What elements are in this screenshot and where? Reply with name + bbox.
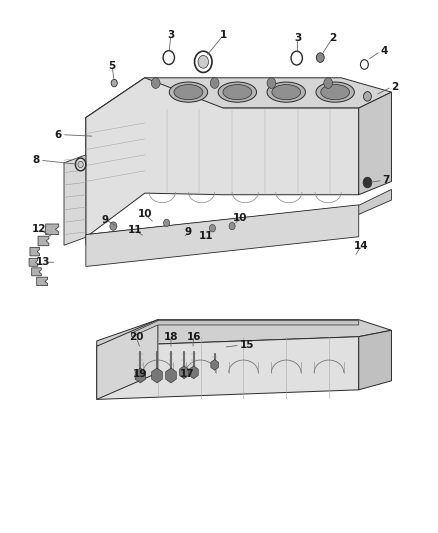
Circle shape <box>229 222 235 230</box>
Text: 9: 9 <box>102 215 109 225</box>
Ellipse shape <box>321 85 350 100</box>
Ellipse shape <box>316 82 354 102</box>
Text: 17: 17 <box>180 369 195 379</box>
Polygon shape <box>46 224 59 235</box>
Circle shape <box>316 53 324 62</box>
Circle shape <box>209 224 215 232</box>
Text: 9: 9 <box>185 228 192 238</box>
Text: 2: 2 <box>392 82 399 92</box>
Circle shape <box>198 55 208 68</box>
Polygon shape <box>86 78 392 118</box>
Polygon shape <box>97 320 392 346</box>
Text: 11: 11 <box>199 231 213 241</box>
Ellipse shape <box>272 85 300 100</box>
Text: 10: 10 <box>138 209 152 220</box>
Text: 1: 1 <box>220 30 227 41</box>
Text: 15: 15 <box>240 340 254 350</box>
Text: 2: 2 <box>329 33 336 43</box>
Circle shape <box>151 78 160 88</box>
Text: 3: 3 <box>167 30 175 41</box>
Ellipse shape <box>223 85 252 100</box>
Polygon shape <box>86 78 359 237</box>
Text: 18: 18 <box>164 332 178 342</box>
Text: 12: 12 <box>32 224 46 235</box>
Ellipse shape <box>174 85 203 100</box>
Text: 4: 4 <box>381 46 388 56</box>
Polygon shape <box>359 330 392 390</box>
Text: 13: 13 <box>36 257 51 267</box>
Text: 6: 6 <box>55 130 62 140</box>
Text: 16: 16 <box>187 332 201 342</box>
Circle shape <box>163 219 170 227</box>
Polygon shape <box>64 155 86 245</box>
Text: 5: 5 <box>109 61 116 70</box>
Text: 11: 11 <box>128 225 142 236</box>
Polygon shape <box>30 247 39 256</box>
Polygon shape <box>86 189 392 245</box>
Circle shape <box>78 161 83 167</box>
Circle shape <box>267 78 276 88</box>
Polygon shape <box>38 236 49 246</box>
Polygon shape <box>97 337 359 399</box>
Circle shape <box>324 78 332 88</box>
Polygon shape <box>29 259 38 266</box>
Text: 8: 8 <box>33 155 40 165</box>
Ellipse shape <box>218 82 257 102</box>
Polygon shape <box>37 277 48 286</box>
Circle shape <box>364 92 371 101</box>
Ellipse shape <box>267 82 305 102</box>
Polygon shape <box>86 205 359 266</box>
Polygon shape <box>97 320 158 399</box>
Text: 3: 3 <box>294 33 301 43</box>
Text: 14: 14 <box>353 241 368 251</box>
Text: 19: 19 <box>133 369 148 379</box>
Circle shape <box>110 222 117 230</box>
Text: 10: 10 <box>233 213 247 223</box>
Polygon shape <box>86 78 145 232</box>
Polygon shape <box>132 321 359 337</box>
Ellipse shape <box>169 82 208 102</box>
Text: 20: 20 <box>129 332 143 342</box>
Polygon shape <box>359 92 392 195</box>
Polygon shape <box>32 268 41 276</box>
Circle shape <box>363 177 372 188</box>
Circle shape <box>111 79 117 87</box>
Text: 7: 7 <box>383 175 390 185</box>
Circle shape <box>210 78 219 88</box>
